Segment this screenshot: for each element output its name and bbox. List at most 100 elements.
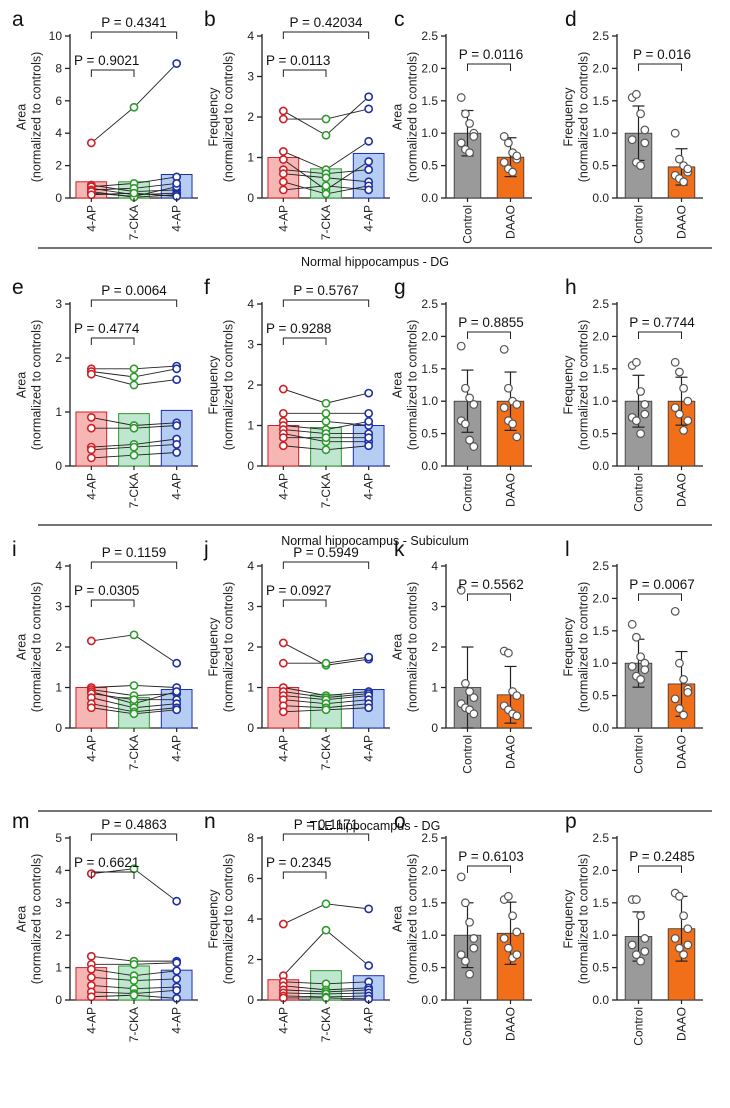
data-point-m [129, 976, 139, 985]
y-tick-label-m: 3 [55, 896, 62, 910]
bracket-bottom-n [282, 871, 327, 879]
x-tick-label-g-1: DAAO [504, 473, 518, 507]
y-tick-label-m: 1 [55, 961, 62, 975]
y-axis-label-line1-c: Area [391, 104, 405, 130]
x-tick-label-j-0: 4-AP [276, 735, 290, 762]
data-point-e [129, 364, 139, 374]
y-tick-label-g: 1.0 [421, 394, 438, 408]
y-tick-label-f: 2 [247, 378, 254, 392]
panel-letter-g: g [394, 276, 406, 299]
y-axis-label-line1-l: Frequency [562, 617, 576, 677]
panel-l: l Frequency(normalized to controls)0.0 0.5… [562, 538, 703, 774]
bracket-bottom-m [90, 871, 135, 879]
p-value-top-m: P = 0.4863 [101, 817, 166, 832]
panel-letter-f: f [204, 276, 210, 299]
y-tick-label-p: 0.0 [592, 993, 609, 1007]
data-point-c [461, 109, 470, 119]
y-tick-label-b: 2 [247, 110, 254, 124]
y-tick-label-i: 3 [55, 600, 62, 614]
data-point-n [321, 899, 331, 909]
data-point-g [504, 383, 513, 393]
data-point-l [675, 658, 684, 668]
data-point-o [465, 917, 475, 927]
panel-letter-h: h [565, 276, 577, 299]
x-tick-label-h-1: DAAO [675, 473, 689, 507]
data-point-g [465, 393, 475, 403]
y-tick-label-p: 2.0 [592, 863, 609, 877]
data-point-o [512, 927, 522, 937]
data-point-n [321, 925, 331, 935]
y-axis-label-c: Area(normalized to controls) [391, 52, 420, 183]
y-tick-label-j: 0 [247, 721, 254, 735]
data-point-f [364, 441, 374, 451]
x-tick-label-b-2: 4-AP [362, 205, 376, 232]
y-tick-label-d: 0.0 [592, 191, 609, 205]
data-point-f [321, 433, 331, 443]
data-point-k [456, 585, 466, 595]
data-point-o [469, 934, 479, 943]
data-point-f [364, 388, 374, 398]
y-tick-label-a: 8 [55, 61, 62, 75]
data-point-b [321, 189, 331, 199]
y-tick-label-j: 2 [247, 640, 254, 654]
data-point-f [321, 398, 331, 408]
data-point-i [172, 658, 182, 668]
bracket-c [467, 63, 511, 71]
panel-k: k Area(normalized to controls) 0 1 2 3 4 Contro… [391, 538, 532, 774]
data-point-b [278, 147, 288, 156]
data-point-j [278, 707, 288, 717]
y-axis-label-line2-d: (normalized to controls) [577, 52, 591, 183]
data-point-b [364, 136, 374, 146]
data-point-p [675, 891, 684, 901]
data-point-h [679, 383, 688, 393]
data-point-k [469, 709, 479, 719]
data-point-a [86, 190, 96, 200]
x-tick-label-a-2: 4-AP [170, 205, 184, 232]
data-point-o [461, 956, 470, 966]
y-tick-label-b: 1 [247, 151, 254, 165]
y-axis-label-line1-e: Area [15, 372, 29, 398]
data-point-f [278, 408, 288, 418]
y-tick-label-f: 4 [247, 297, 254, 311]
data-point-f [364, 433, 374, 443]
y-tick-label-e: 0 [55, 459, 62, 473]
y-tick-label-m: 0 [55, 993, 62, 1007]
x-tick-label-b-1: 7-CKA [319, 205, 333, 240]
data-point-b [364, 104, 374, 114]
y-tick-label-g: 2.5 [421, 297, 438, 311]
y-axis-label-line2-i: (normalized to controls) [30, 582, 44, 713]
panel-letter-e: e [12, 276, 24, 299]
y-axis-label-line1-n: Frequency [207, 889, 221, 949]
data-point-h [670, 403, 680, 413]
data-point-a [129, 102, 139, 112]
section-caption-2: TLE hippocampus - DG [310, 819, 441, 833]
y-axis-label-line2-k: (normalized to controls) [406, 582, 420, 713]
p-value-o: P = 0.6103 [458, 849, 523, 864]
data-point-m [129, 990, 139, 1000]
y-tick-label-l: 1.0 [592, 656, 609, 670]
bracket-bottom-e [90, 337, 135, 345]
y-axis-label-line2-p: (normalized to controls) [577, 854, 591, 985]
y-tick-label-n: 2 [247, 953, 254, 967]
data-point-b [364, 92, 374, 102]
y-tick-label-g: 0.5 [421, 427, 438, 441]
data-point-h [683, 416, 693, 426]
data-point-l [679, 710, 688, 720]
y-tick-label-b: 3 [247, 70, 254, 84]
p-value-top-n: P = 0.1171 [294, 817, 358, 832]
data-point-g [508, 419, 517, 429]
data-point-k [512, 691, 522, 700]
y-tick-label-n: 6 [247, 872, 254, 886]
data-point-b [278, 155, 288, 164]
bracket-bottom-j [282, 599, 327, 607]
x-tick-label-f-0: 4-AP [276, 473, 290, 500]
p-value-p: P = 0.2485 [629, 849, 694, 864]
y-axis-label-l: Frequency(normalized to controls) [562, 582, 591, 713]
data-point-l [636, 675, 645, 684]
y-axis-label-f: Frequency(normalized to controls) [207, 320, 236, 451]
data-point-p [632, 895, 641, 904]
y-axis-label-d: Frequency(normalized to controls) [562, 52, 591, 183]
data-point-a [129, 188, 139, 198]
y-tick-label-j: 1 [247, 681, 254, 695]
bracket-d [638, 63, 682, 71]
